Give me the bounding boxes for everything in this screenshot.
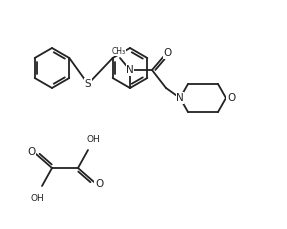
Text: OH: OH [86,135,100,144]
Text: O: O [27,147,35,157]
Text: S: S [85,79,91,89]
Text: O: O [95,179,103,189]
Text: O: O [164,48,172,58]
Text: N: N [126,65,134,75]
Text: N: N [176,93,184,103]
Text: OH: OH [30,194,44,203]
Text: O: O [227,93,235,103]
Text: CH₃: CH₃ [112,47,126,56]
